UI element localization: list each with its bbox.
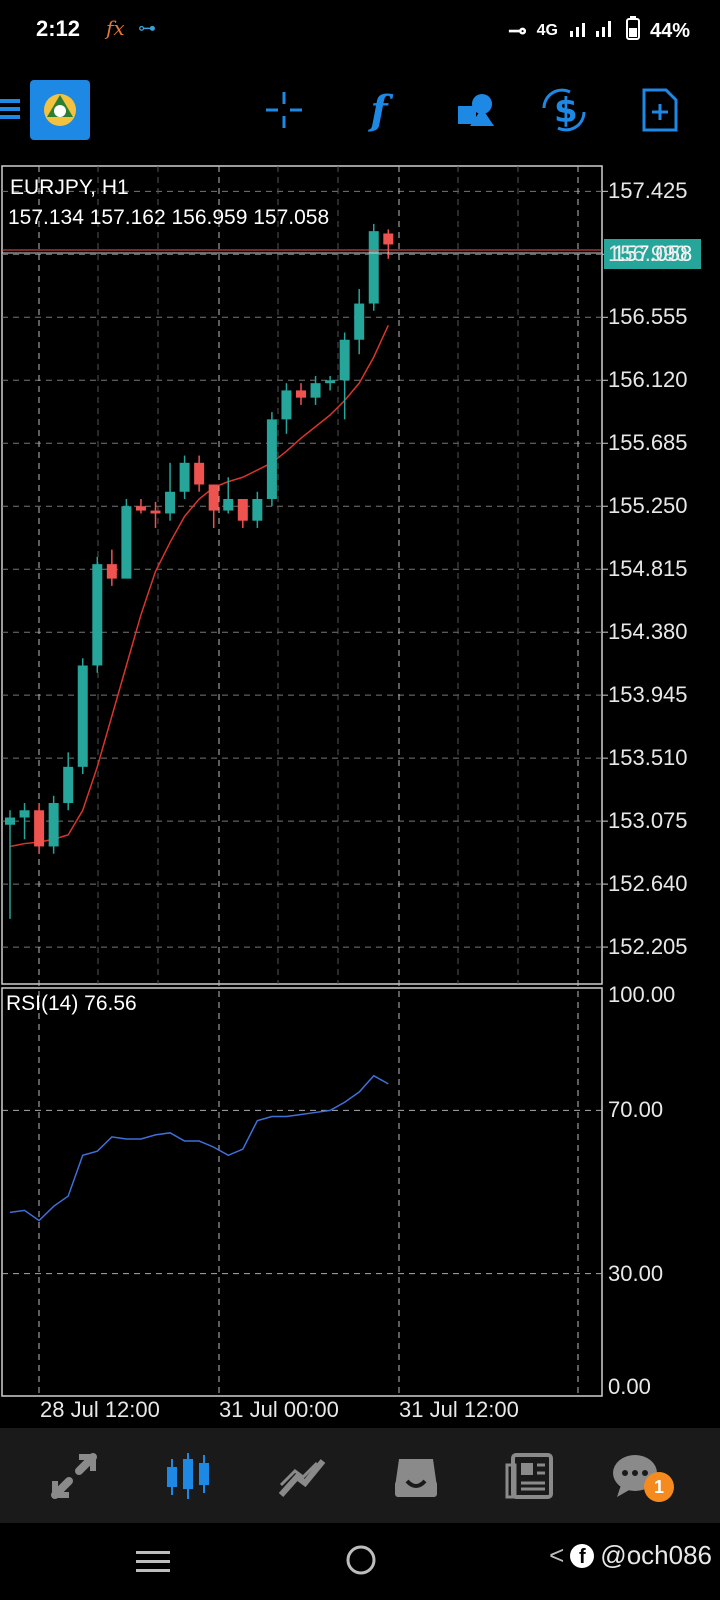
candle-body bbox=[150, 510, 161, 514]
candle-body bbox=[194, 462, 205, 485]
candle-body bbox=[339, 339, 350, 381]
crosshair-icon[interactable] bbox=[260, 86, 308, 134]
mt-logo-icon[interactable] bbox=[30, 80, 90, 140]
candle-body bbox=[310, 383, 321, 398]
chart-icon[interactable] bbox=[158, 1446, 218, 1506]
indicators-icon[interactable]: f bbox=[370, 86, 388, 134]
status-right: ⊸ 4G 44% bbox=[508, 16, 690, 46]
rsi-tick-label: 0.00 bbox=[608, 1374, 651, 1399]
main-chart-frame bbox=[1, 165, 603, 985]
facebook-icon: f bbox=[570, 1543, 595, 1568]
price-tick-label: 155.685 bbox=[608, 430, 688, 456]
objects-icon[interactable] bbox=[452, 86, 500, 134]
price-tick-label: 155.250 bbox=[608, 493, 688, 519]
candle-body bbox=[121, 506, 132, 579]
rsi-frame bbox=[1, 987, 603, 1397]
bottom-nav: 1 bbox=[0, 1428, 720, 1523]
price-tick-label: 156.990 bbox=[608, 241, 688, 267]
chart-symbol: EURJPY, H1 bbox=[10, 176, 129, 199]
candle-body bbox=[165, 491, 176, 514]
status-bar: 2:12 fx ⊶ ⊸ 4G 44% bbox=[0, 0, 720, 60]
ma-line bbox=[9, 324, 389, 848]
price-tick-label: 152.640 bbox=[608, 871, 688, 897]
candle-body bbox=[383, 233, 394, 245]
candles bbox=[5, 223, 394, 919]
candle-body bbox=[208, 484, 219, 511]
key-notification-icon: ⊶ bbox=[138, 18, 156, 38]
candle-body bbox=[5, 817, 15, 825]
back-icon[interactable]: < bbox=[549, 1540, 565, 1570]
candle-body bbox=[296, 390, 306, 398]
time-label: 31 Jul 00:00 bbox=[219, 1397, 339, 1422]
candle-body bbox=[77, 665, 88, 767]
candle-body bbox=[135, 506, 146, 511]
price-tick-label: 153.075 bbox=[608, 808, 688, 834]
candle-body bbox=[368, 231, 379, 304]
candle-body bbox=[252, 498, 263, 521]
svg-text:$: $ bbox=[554, 91, 578, 131]
trade-icon[interactable] bbox=[272, 1446, 332, 1506]
recents-icon[interactable] bbox=[136, 1549, 170, 1580]
candle-body bbox=[354, 303, 365, 340]
price-tick-label: 156.555 bbox=[608, 304, 688, 330]
fx-notification-icon: fx bbox=[106, 16, 125, 40]
candle-body bbox=[179, 462, 190, 492]
rsi-tick-label: 70.00 bbox=[608, 1097, 664, 1123]
rsi-label: RSI(14) 76.56 bbox=[6, 992, 137, 1015]
quotes-icon[interactable] bbox=[44, 1446, 104, 1506]
price-tick-label: 154.380 bbox=[608, 619, 688, 645]
toolbar: f $ bbox=[0, 75, 720, 145]
candle-body bbox=[281, 390, 292, 420]
candle-body bbox=[223, 498, 234, 511]
rsi-polyline bbox=[9, 1074, 389, 1222]
candle-body bbox=[48, 803, 59, 847]
time-label: 31 Jul 12:00 bbox=[399, 1397, 519, 1422]
price-tick-label: 154.815 bbox=[608, 556, 688, 582]
news-icon[interactable] bbox=[500, 1446, 560, 1506]
system-nav bbox=[0, 1523, 720, 1600]
new-order-icon[interactable] bbox=[636, 86, 684, 134]
candle-body bbox=[266, 419, 277, 499]
time-grid bbox=[2, 166, 602, 1396]
candle-body bbox=[325, 380, 336, 384]
network-type: 4G bbox=[536, 22, 558, 39]
price-tick-label: 153.510 bbox=[608, 745, 688, 771]
vpn-key-icon: ⊸ bbox=[508, 18, 527, 43]
candle-body bbox=[92, 564, 103, 666]
rsi-tick-label: 100.00 bbox=[608, 982, 676, 1007]
candle-body bbox=[19, 810, 30, 818]
battery-icon bbox=[625, 16, 640, 46]
rsi-line bbox=[9, 1074, 389, 1222]
price-tick-label: 153.945 bbox=[608, 682, 688, 708]
candle-body bbox=[237, 498, 248, 521]
status-time: 2:12 bbox=[36, 16, 81, 41]
trade-icon[interactable]: $ bbox=[540, 86, 588, 134]
time-label: 28 Jul 12:00 bbox=[40, 1397, 160, 1422]
chart-ohlc: 157.134 157.162 156.959 157.058 bbox=[8, 206, 330, 229]
history-icon[interactable] bbox=[386, 1446, 446, 1506]
home-icon[interactable] bbox=[344, 1543, 378, 1582]
candle-body bbox=[34, 810, 45, 847]
current-price-badge: 157.058 bbox=[604, 239, 701, 269]
messages-badge: 1 bbox=[644, 1472, 674, 1502]
rsi-tick-label: 30.00 bbox=[608, 1260, 664, 1286]
signal-icon bbox=[568, 17, 616, 45]
candle-body bbox=[106, 564, 117, 579]
price-tick-label: 156.120 bbox=[608, 367, 688, 393]
chart-grid bbox=[2, 190, 608, 948]
moving-average bbox=[9, 324, 389, 848]
price-tick-label: 152.205 bbox=[608, 934, 688, 960]
price-tick-label: 157.425 bbox=[608, 178, 688, 204]
watermark-handle: @och086 bbox=[600, 1540, 712, 1570]
menu-icon[interactable] bbox=[0, 85, 20, 133]
watermark: < f @och086 bbox=[549, 1540, 712, 1571]
battery-percent: 44% bbox=[649, 19, 690, 42]
candle-body bbox=[63, 766, 74, 804]
